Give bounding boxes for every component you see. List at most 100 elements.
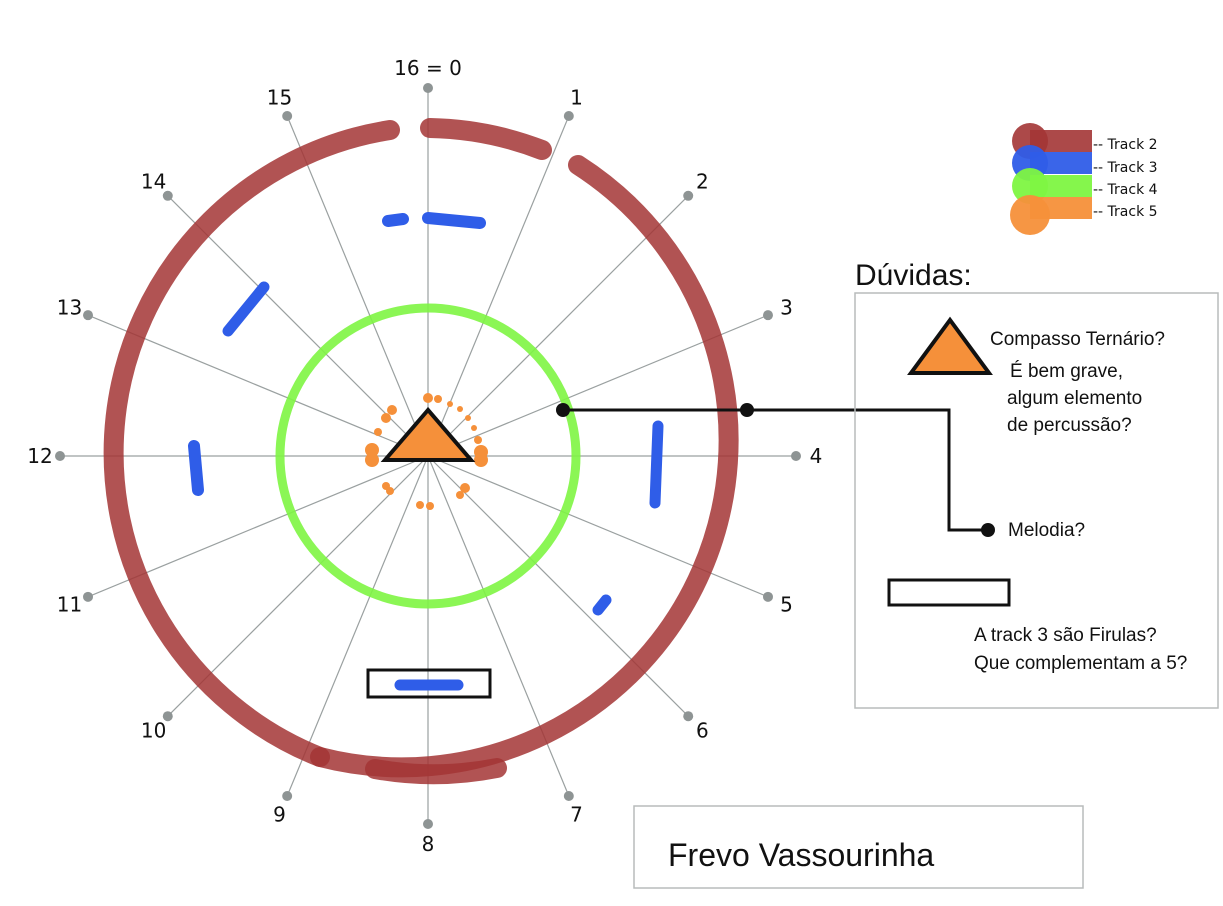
spoke-label-11: 11 <box>57 592 82 616</box>
spoke-label-1: 1 <box>570 86 583 110</box>
spoke-label-4: 4 <box>810 444 823 468</box>
legend-label: -- Track 3 <box>1093 160 1158 176</box>
spoke-end-dot-2 <box>683 190 694 201</box>
spoke-end-dot-15 <box>282 111 293 122</box>
track-3-cluster <box>422 212 486 229</box>
spoke-end-dot-1 <box>563 111 574 122</box>
track-5-cluster <box>365 393 488 510</box>
spoke-label-9: 9 <box>273 802 286 826</box>
diagram-title: Frevo Vassourinha <box>668 837 934 873</box>
track-5-dot <box>474 453 488 467</box>
track-5-dot <box>387 405 397 415</box>
grave-line-1: É bem grave, <box>1010 361 1123 382</box>
track-2-arc-c <box>365 758 507 785</box>
track-5-dot <box>374 428 382 436</box>
connector-dot-red-ring <box>740 403 754 417</box>
legend-item-track-4: -- Track 4 <box>1012 168 1158 204</box>
spoke-label-15: 15 <box>267 86 292 110</box>
track-2-arc-b <box>310 155 739 778</box>
track-3-cluster <box>222 281 270 337</box>
spoke-end-dot-4 <box>791 451 801 461</box>
spoke-label-0: 16 = 0 <box>394 56 462 80</box>
track-5-dot <box>471 425 477 431</box>
spoke-end-dot-9 <box>282 790 293 801</box>
spoke-line-14 <box>167 195 429 457</box>
spoke-line-1 <box>427 115 570 457</box>
track-5-dot <box>365 453 379 467</box>
track-3-cluster <box>188 440 204 496</box>
doubts-title: Dúvidas: <box>855 259 972 292</box>
connector-dot-end <box>981 523 995 537</box>
connector-dot-green-ring <box>556 403 570 417</box>
firulas-line-2: Que complementam a 5? <box>974 653 1187 674</box>
track-2-arc-d <box>103 120 400 767</box>
track-5-dot <box>447 401 453 407</box>
track-3-cluster <box>649 420 664 509</box>
track-3-cluster <box>592 594 612 616</box>
compasso-triangle-icon <box>907 316 993 375</box>
track-5-dot <box>423 393 433 403</box>
spoke-label-12: 12 <box>27 444 52 468</box>
track-5-dot <box>386 487 394 495</box>
track-5-dot <box>460 483 470 493</box>
center-triangle <box>380 406 476 462</box>
track-4-ring <box>275 303 581 609</box>
legend-label: -- Track 4 <box>1093 182 1158 198</box>
spoke-end-dot-11 <box>83 591 94 602</box>
track-5-dot <box>426 502 434 510</box>
track-5-dot <box>365 443 379 457</box>
spoke-label-5: 5 <box>780 592 793 616</box>
spoke-label-13: 13 <box>57 296 82 320</box>
spoke-end-dot-13 <box>83 310 94 321</box>
spoke-end-dot-6 <box>683 711 694 722</box>
spoke-line-15 <box>286 115 429 457</box>
track-5-dot <box>457 406 463 412</box>
track-5-dot <box>434 395 442 403</box>
title-box <box>633 805 1084 889</box>
spoke-label-6: 6 <box>696 718 709 742</box>
spoke-end-dot-0 <box>423 83 433 93</box>
legend-swatch-dot <box>1012 168 1048 204</box>
spoke-label-10: 10 <box>141 718 166 742</box>
grave-line-2: algum elemento <box>1007 388 1142 409</box>
track-5-dot <box>456 491 464 499</box>
doubts-panel <box>854 292 1219 709</box>
track-5-dot <box>381 413 391 423</box>
spoke-label-14: 14 <box>141 170 166 194</box>
legend-item-track-5: -- Track 5 <box>1010 195 1158 235</box>
track-2-arc-a <box>420 118 552 160</box>
compasso-label: Compasso Ternário? <box>990 329 1165 350</box>
grave-line-3: de percussão? <box>1007 415 1132 436</box>
melodia-connector-line <box>563 408 988 532</box>
legend-label: -- Track 5 <box>1093 204 1158 220</box>
spoke-line-5 <box>427 455 769 598</box>
spoke-end-dot-5 <box>762 591 773 602</box>
spoke-label-7: 7 <box>570 802 583 826</box>
melodia-label: Melodia? <box>1008 520 1085 541</box>
track-5-dot <box>465 415 471 421</box>
firulas-line-1: A track 3 são Firulas? <box>974 625 1157 646</box>
spoke-end-dot-7 <box>563 790 574 801</box>
track-3-clusters <box>188 212 664 691</box>
spoke-end-dot-8 <box>423 819 433 829</box>
spoke-line-2 <box>427 195 689 457</box>
spoke-end-dot-12 <box>55 451 65 461</box>
spoke-end-dot-14 <box>162 190 173 201</box>
melodia-connector <box>556 403 995 537</box>
track-5-dot <box>474 436 482 444</box>
track-3-cluster <box>382 213 409 227</box>
legend-swatch-dot <box>1010 195 1050 235</box>
spoke-label-2: 2 <box>696 170 709 194</box>
track-5-dot <box>416 501 424 509</box>
firulas-legend-box <box>887 578 1011 607</box>
spoke-label-3: 3 <box>780 296 793 320</box>
legend-label: -- Track 2 <box>1093 137 1158 153</box>
spoke-end-dot-10 <box>162 711 173 722</box>
track-2-ring <box>103 118 739 785</box>
spoke-end-dot-3 <box>762 310 773 321</box>
spoke-line-9 <box>286 455 429 797</box>
legend: -- Track 2 -- Track 3 -- Track 4 -- Trac… <box>1010 123 1158 235</box>
spoke-line-6 <box>427 455 689 717</box>
